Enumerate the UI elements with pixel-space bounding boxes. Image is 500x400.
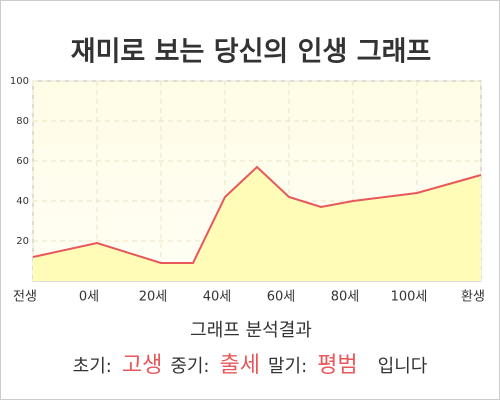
y-tick-label: 100 <box>10 76 29 87</box>
x-tick-label: 전생 <box>13 290 37 305</box>
y-tick-label: 80 <box>16 116 29 127</box>
analysis-heading: 그래프 분석결과 <box>190 320 312 341</box>
result-value: 출세 <box>219 353 260 378</box>
result-label: 중기: <box>170 356 210 377</box>
chart-title: 재미로 보는 당신의 인생 그래프 <box>71 37 432 68</box>
y-tick-label: 60 <box>16 156 29 167</box>
area <box>33 167 481 281</box>
x-tick-label: 80세 <box>331 290 360 305</box>
x-tick-label: 20세 <box>139 290 168 305</box>
result-label: 초기: <box>72 356 112 377</box>
x-tick-label: 40세 <box>203 290 232 305</box>
y-tick-label: 40 <box>16 196 29 207</box>
x-tick-label: 100세 <box>391 290 428 305</box>
analysis-result: 초기: 고생 중기: 출세 말기: 평범 입니다 <box>1 347 499 379</box>
x-tick-label: 0세 <box>79 290 99 305</box>
y-tick-label: 20 <box>16 236 29 247</box>
x-tick-label: 환생 <box>461 290 485 305</box>
result-label: 말기: <box>267 356 308 377</box>
result-value: 고생 <box>121 353 163 378</box>
result-suffix: 입니다 <box>377 356 428 377</box>
result-value: 평범 <box>317 353 358 378</box>
x-tick-label: 60세 <box>267 290 296 305</box>
line <box>32 165 482 264</box>
